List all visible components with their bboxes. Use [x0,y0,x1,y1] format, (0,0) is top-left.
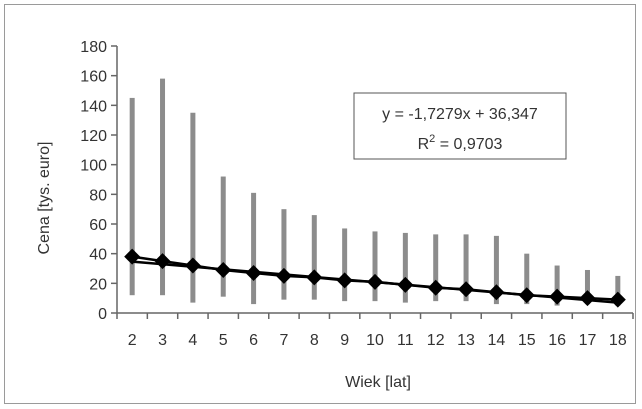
mean-markers [124,248,626,308]
y-tick-label: 100 [80,158,107,175]
y-axis: 0 20 40 60 80 100 120 140 160 180 [80,39,118,323]
x-tick-label: 14 [488,332,506,349]
range-bar [190,112,196,303]
x-tick-label: 8 [310,332,319,349]
r2-superscript: 2 [429,133,435,145]
range-bar [402,232,408,303]
range-bar [433,234,439,302]
x-tick-label: 4 [188,332,197,349]
x-tick-label: 18 [609,332,627,349]
mean-marker [306,269,323,286]
mean-marker [154,253,171,270]
range-bars [129,78,621,306]
r2-value: = 0,9703 [435,136,502,153]
x-axis: 2 3 4 5 6 7 8 9 10 11 12 13 14 15 16 17 18 [116,312,634,349]
x-tick-label: 17 [579,332,597,349]
mean-marker [124,248,141,265]
equation-box-border [353,92,567,160]
y-tick-label: 140 [80,98,107,115]
range-bar [584,269,590,305]
range-bar [615,275,621,306]
x-tick-label: 3 [158,332,167,349]
trendline-equation-box: y = -1,7279x + 36,347 R2 = 0,9703 [353,92,567,160]
mean-marker [397,276,414,293]
mean-marker [367,273,383,290]
x-tick-label: 16 [548,332,566,349]
mean-marker [184,257,201,274]
y-tick-label: 60 [89,217,107,234]
chart-frame [4,4,636,404]
mean-marker [336,272,353,289]
y-tick-label: 0 [98,306,107,323]
x-tick-label: 7 [279,332,288,349]
range-bar [463,234,469,302]
range-bar [311,215,317,300]
mean-marker [427,279,444,296]
range-bar [129,97,135,296]
mean-marker [518,287,535,304]
y-axis-label: Cena [tys. euro] [36,142,53,255]
mean-marker [549,288,566,305]
r2-prefix: R [418,136,430,153]
trendline-r-squared: R2 = 0,9703 [418,133,503,153]
x-tick-label: 2 [128,332,137,349]
x-tick-label: 6 [249,332,258,349]
range-bar [251,192,257,305]
range-bar [524,253,530,305]
y-tick-label: 180 [80,39,107,56]
y-tick-label: 20 [89,276,107,293]
x-tick-label: 12 [427,332,445,349]
mean-marker [275,267,292,284]
y-tick-label: 80 [89,187,107,204]
trendline-equation: y = -1,7279x + 36,347 [382,106,538,123]
range-bar [160,78,166,296]
x-axis-label: Wiek [lat] [345,374,411,391]
range-bar [493,235,499,305]
y-tick-label: 120 [80,128,107,145]
mean-marker [488,284,505,301]
range-bar [342,228,348,302]
x-tick-label: 5 [219,332,228,349]
mean-marker [609,291,626,308]
mean-marker [245,264,262,281]
range-bar [220,176,226,297]
x-tick-label: 10 [366,332,384,349]
range-bar [281,209,287,300]
x-tick-label: 11 [397,332,414,349]
mean-marker [579,290,596,307]
range-bar [554,265,560,306]
mean-marker [458,281,475,298]
y-tick-label: 40 [89,247,107,264]
x-tick-label: 13 [457,332,475,349]
mean-marker [215,261,232,278]
x-tick-label: 9 [340,332,349,349]
x-tick-label: 15 [518,332,536,349]
range-bar [372,231,378,302]
y-tick-label: 160 [80,69,107,86]
